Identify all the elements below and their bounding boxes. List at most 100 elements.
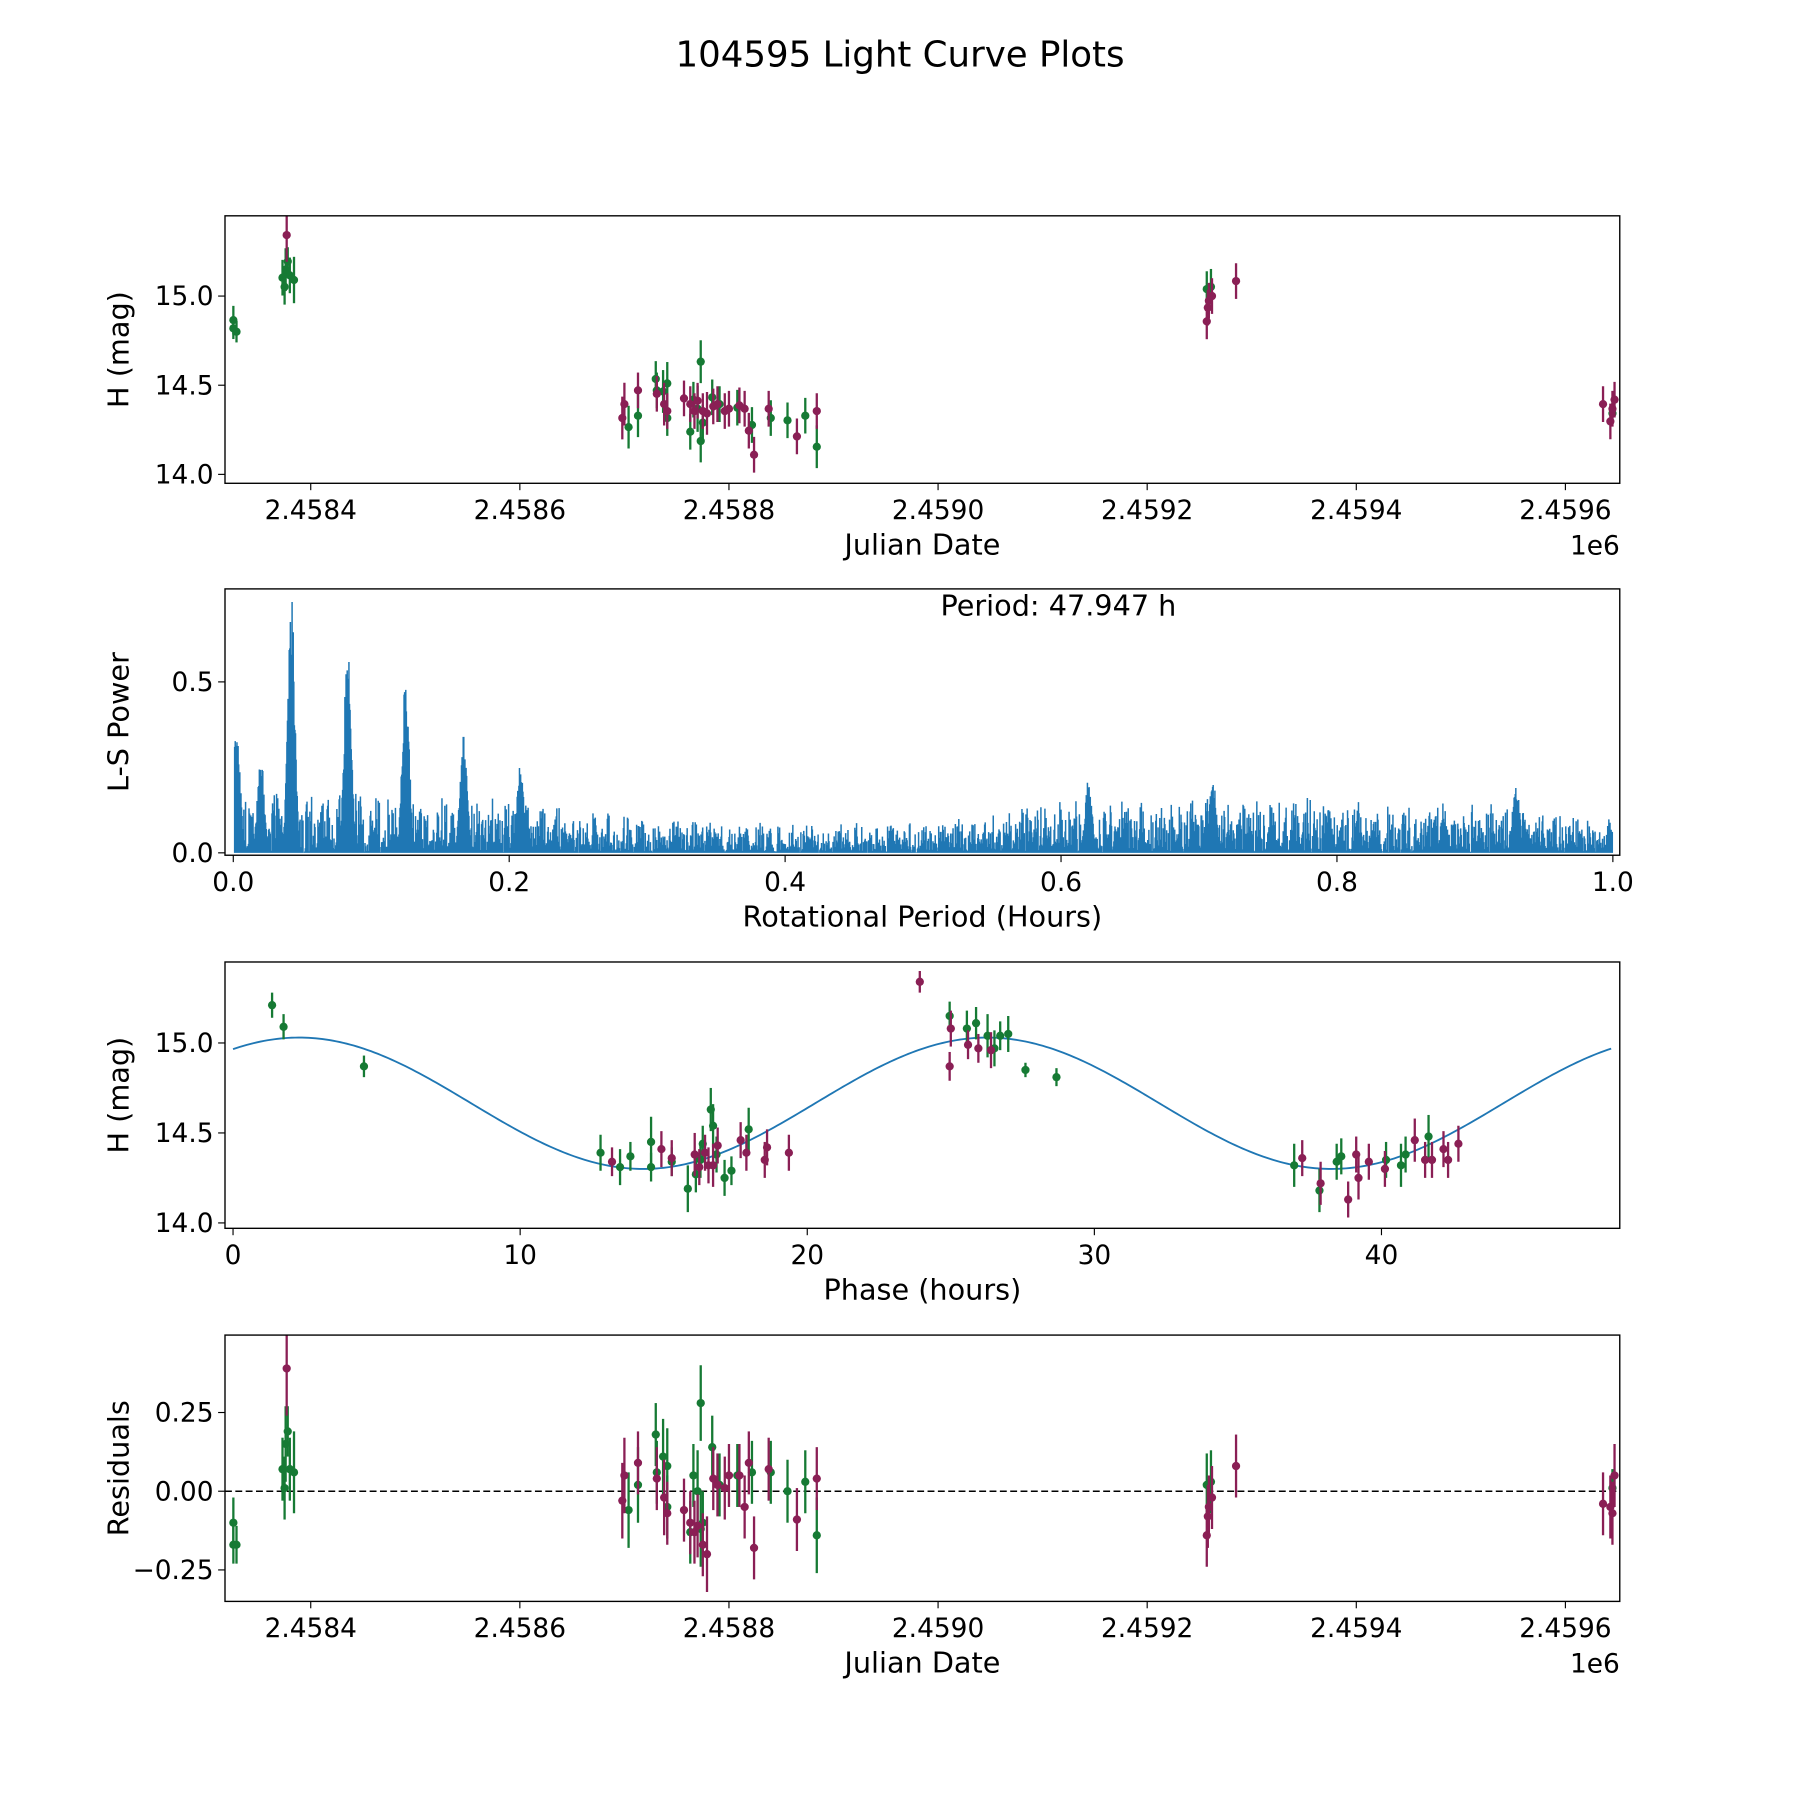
data-point — [962, 1024, 972, 1033]
data-point — [1207, 291, 1217, 301]
x-axis-label: Phase (hours) — [823, 1272, 1021, 1306]
data-point — [812, 1531, 821, 1540]
residual-point-purple — [724, 1443, 734, 1507]
y-tick-label: 15.0 — [155, 1028, 214, 1059]
phased-point-green — [646, 1152, 656, 1182]
data-point — [792, 432, 802, 441]
phased-point-green — [615, 1149, 625, 1186]
phased-point-green — [596, 1134, 605, 1171]
data-point — [696, 1398, 705, 1408]
residual-point-green — [624, 1472, 633, 1548]
x-tick-label: 2.4594 — [1310, 1613, 1402, 1644]
data-point — [724, 404, 734, 413]
data-point — [686, 427, 695, 436]
y-tick-label: 15.0 — [155, 281, 214, 312]
phased-point-green — [1290, 1143, 1299, 1187]
data-point — [702, 409, 712, 418]
data-point — [624, 1505, 633, 1515]
data-point — [652, 1474, 661, 1483]
x-tick-label: 2.4588 — [683, 1613, 775, 1644]
data-point — [749, 1543, 759, 1553]
data-point — [727, 1166, 736, 1175]
x-tick-label: 0.0 — [212, 867, 254, 898]
residual-point-purple — [686, 1491, 695, 1555]
data-point — [742, 1148, 751, 1157]
data-point — [740, 1502, 749, 1512]
x-tick-label: 2.4596 — [1519, 1613, 1611, 1644]
data-point — [1454, 1139, 1463, 1148]
residual-point-green — [289, 1431, 299, 1514]
axes-frame — [224, 1334, 1621, 1603]
phased-point-purple — [945, 1051, 954, 1081]
data-point — [1439, 1145, 1448, 1154]
data-point — [720, 1483, 729, 1493]
residual-point-purple — [620, 1437, 629, 1514]
residual-point-purple — [720, 1456, 729, 1520]
residuals-panel: 2.4584 2.4586 2.4588 2.4590 2.4592 2.4594 2.45… — [102, 1334, 1621, 1680]
y-tick-label: 14.5 — [155, 370, 214, 401]
phased-point-purple — [1380, 1150, 1390, 1187]
x-tick-label: 2.4590 — [892, 1613, 984, 1644]
periodogram-panel: 0.0 0.2 0.4 0.6 0.8 1.0 0.0 0.5 Rotational Perio… — [102, 588, 1634, 933]
light-curve-point-purple — [1207, 278, 1217, 314]
data-point — [764, 1465, 773, 1474]
data-point — [812, 406, 821, 416]
data-point — [1410, 1136, 1419, 1145]
residual-point-green — [696, 1365, 705, 1441]
phased-point-purple — [1454, 1125, 1463, 1162]
x-tick-label: 0.8 — [1316, 867, 1358, 898]
data-point — [1396, 1161, 1406, 1170]
x-axis-label: Julian Date — [842, 527, 1000, 561]
data-point — [713, 399, 722, 409]
light-curve-point-green — [289, 256, 299, 304]
data-point — [359, 1062, 369, 1071]
phased-point-green — [1021, 1062, 1030, 1078]
phased-point-purple — [742, 1134, 751, 1171]
light-curve-point-green — [783, 402, 792, 439]
light-curve-point-purple — [633, 372, 643, 409]
residual-point-purple — [709, 1447, 718, 1511]
data-point — [1608, 1509, 1617, 1518]
data-point — [633, 386, 643, 395]
data-point — [1344, 1195, 1353, 1204]
figure-title: 104595 Light Curve Plots — [675, 35, 1124, 76]
light-curve-point-purple — [792, 418, 802, 455]
light-curve-point-purple — [1231, 263, 1241, 299]
phased-point-purple — [1410, 1118, 1419, 1162]
data-point — [764, 404, 773, 413]
data-point — [615, 1163, 625, 1172]
phased-point-green — [971, 1006, 981, 1040]
data-point — [762, 1143, 772, 1152]
phased-point-green — [1396, 1143, 1406, 1187]
phased-point-purple — [657, 1131, 666, 1168]
phased-point-green — [626, 1141, 635, 1171]
residual-point-purple — [1608, 1481, 1617, 1545]
phased-point-purple — [690, 1132, 699, 1177]
residual-point-purple — [282, 1335, 291, 1416]
light-curve-point-purple — [702, 391, 712, 435]
data-point — [784, 1148, 794, 1157]
data-point — [283, 1427, 292, 1436]
residual-point-purple — [698, 1513, 707, 1577]
data-point — [646, 1163, 656, 1172]
data-point — [946, 1024, 955, 1033]
data-point — [713, 1141, 722, 1150]
data-point — [282, 1364, 291, 1373]
period-annotation: Period: 47.947 h — [940, 588, 1176, 622]
y-tick-label: 0.0 — [172, 838, 214, 869]
data-point — [633, 1458, 643, 1468]
data-point — [983, 1031, 992, 1040]
light-curve-point-purple — [812, 393, 821, 429]
residual-point-purple — [679, 1478, 689, 1542]
phased-point-purple — [762, 1129, 772, 1166]
light-curve-point-purple — [1598, 386, 1608, 422]
x-tick-label: 2.4586 — [474, 495, 566, 526]
data-point — [267, 1001, 277, 1010]
data-point — [657, 1145, 666, 1154]
data-point — [1332, 1157, 1341, 1166]
phased-point-green — [996, 1021, 1005, 1051]
phased-point-purple — [695, 1149, 704, 1186]
data-point — [744, 1125, 753, 1134]
light-curve-point-purple — [282, 215, 291, 262]
data-point — [695, 1163, 704, 1172]
